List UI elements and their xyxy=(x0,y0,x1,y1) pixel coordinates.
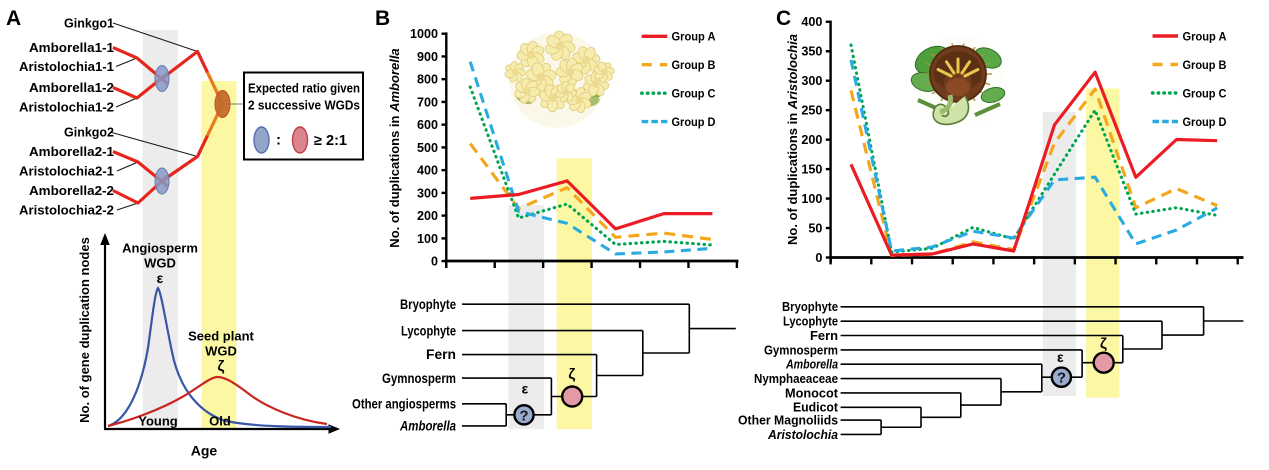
svg-text:1000: 1000 xyxy=(410,27,438,41)
svg-text:Ginkgo1: Ginkgo1 xyxy=(64,16,114,31)
svg-text:150: 150 xyxy=(801,163,822,177)
svg-text:Gymnosperm: Gymnosperm xyxy=(382,371,456,386)
svg-text:700: 700 xyxy=(417,95,438,109)
svg-text:Other angiosperms: Other angiosperms xyxy=(352,397,456,412)
svg-text:WGD: WGD xyxy=(144,256,176,271)
svg-text:Nymphaeaceae: Nymphaeaceae xyxy=(754,371,838,386)
svg-text:≥ 2:1: ≥ 2:1 xyxy=(314,133,347,149)
svg-text:300: 300 xyxy=(801,74,822,88)
svg-text:Expected ratio given: Expected ratio given xyxy=(248,82,360,96)
svg-text:No. of gene duplication nodes: No. of gene duplication nodes xyxy=(77,237,92,423)
svg-text:400: 400 xyxy=(417,164,438,178)
svg-text:C: C xyxy=(776,7,791,30)
svg-text:ε: ε xyxy=(157,270,164,286)
svg-text:ζ: ζ xyxy=(568,366,575,383)
svg-text:Group B: Group B xyxy=(1183,58,1227,72)
svg-text:50: 50 xyxy=(808,221,822,235)
svg-text:Group C: Group C xyxy=(672,87,716,101)
svg-text:500: 500 xyxy=(417,141,438,155)
svg-text:ε: ε xyxy=(1057,349,1064,365)
svg-text:Bryophyte: Bryophyte xyxy=(400,297,456,312)
svg-text:100: 100 xyxy=(801,192,822,206)
svg-text:?: ? xyxy=(1057,370,1066,387)
svg-text:Lycophyte: Lycophyte xyxy=(401,323,456,338)
svg-text:Amborella1-2: Amborella1-2 xyxy=(29,80,114,95)
svg-text:Other Magnoliids: Other Magnoliids xyxy=(738,413,838,428)
svg-text:WGD: WGD xyxy=(205,344,237,359)
svg-text:Lycophyte: Lycophyte xyxy=(783,314,838,329)
svg-text:Fern: Fern xyxy=(810,328,838,343)
svg-text:ε: ε xyxy=(522,381,529,397)
svg-text:ζ: ζ xyxy=(1100,336,1107,353)
svg-text:Amborella2-1: Amborella2-1 xyxy=(29,144,114,159)
svg-text:Old: Old xyxy=(209,414,231,429)
svg-text:350: 350 xyxy=(801,45,822,59)
svg-text:Group D: Group D xyxy=(1183,115,1227,129)
svg-text:Young: Young xyxy=(138,414,178,429)
svg-text:200: 200 xyxy=(801,133,822,147)
svg-text::: : xyxy=(276,132,281,149)
svg-text:400: 400 xyxy=(801,15,822,29)
svg-text:800: 800 xyxy=(417,73,438,87)
svg-text:900: 900 xyxy=(417,50,438,64)
svg-text:Seed plant: Seed plant xyxy=(188,329,254,344)
svg-text:Aristolochia1-1: Aristolochia1-1 xyxy=(19,59,114,74)
svg-text:0: 0 xyxy=(431,255,438,269)
svg-text:Aristolochia2-1: Aristolochia2-1 xyxy=(19,164,114,179)
svg-text:Amborella2-2: Amborella2-2 xyxy=(29,183,114,198)
svg-text:No. of duplications in Amborel: No. of duplications in Amborella xyxy=(387,48,402,247)
svg-text:Group B: Group B xyxy=(672,58,716,72)
svg-text:250: 250 xyxy=(801,104,822,118)
svg-text:Amborella: Amborella xyxy=(785,357,838,372)
svg-text:2 successive WGDs: 2 successive WGDs xyxy=(248,99,360,113)
svg-text:Amborella: Amborella xyxy=(399,419,456,434)
svg-text:B: B xyxy=(375,7,390,30)
svg-text:100: 100 xyxy=(417,232,438,246)
svg-text:Aristolochia2-2: Aristolochia2-2 xyxy=(19,203,114,218)
svg-text:Aristolochia: Aristolochia xyxy=(767,427,838,442)
svg-text:A: A xyxy=(6,7,21,30)
svg-text:0: 0 xyxy=(815,251,822,265)
svg-text:Monocot: Monocot xyxy=(785,385,839,400)
svg-text:600: 600 xyxy=(417,118,438,132)
svg-text:200: 200 xyxy=(417,209,438,223)
svg-text:Eudicot: Eudicot xyxy=(793,400,839,415)
svg-text:Amborella1-1: Amborella1-1 xyxy=(29,40,114,55)
svg-text:Group D: Group D xyxy=(672,115,716,129)
svg-text:Angiosperm: Angiosperm xyxy=(122,241,198,256)
svg-text:ζ: ζ xyxy=(218,358,225,375)
svg-text:Bryophyte: Bryophyte xyxy=(782,299,838,314)
svg-text:Aristolochia1-2: Aristolochia1-2 xyxy=(19,100,114,115)
svg-text:300: 300 xyxy=(417,186,438,200)
svg-text:Group C: Group C xyxy=(1183,86,1227,100)
svg-text:Age: Age xyxy=(191,443,218,459)
svg-text:Gymnosperm: Gymnosperm xyxy=(764,342,838,357)
svg-text:Group A: Group A xyxy=(1183,29,1227,43)
svg-text:Ginkgo2: Ginkgo2 xyxy=(64,125,114,140)
svg-text:No. of duplications in Aristol: No. of duplications in Aristolochia xyxy=(785,34,800,245)
svg-text:Fern: Fern xyxy=(426,347,456,362)
svg-text:Group A: Group A xyxy=(672,30,716,44)
svg-text:?: ? xyxy=(519,407,528,424)
